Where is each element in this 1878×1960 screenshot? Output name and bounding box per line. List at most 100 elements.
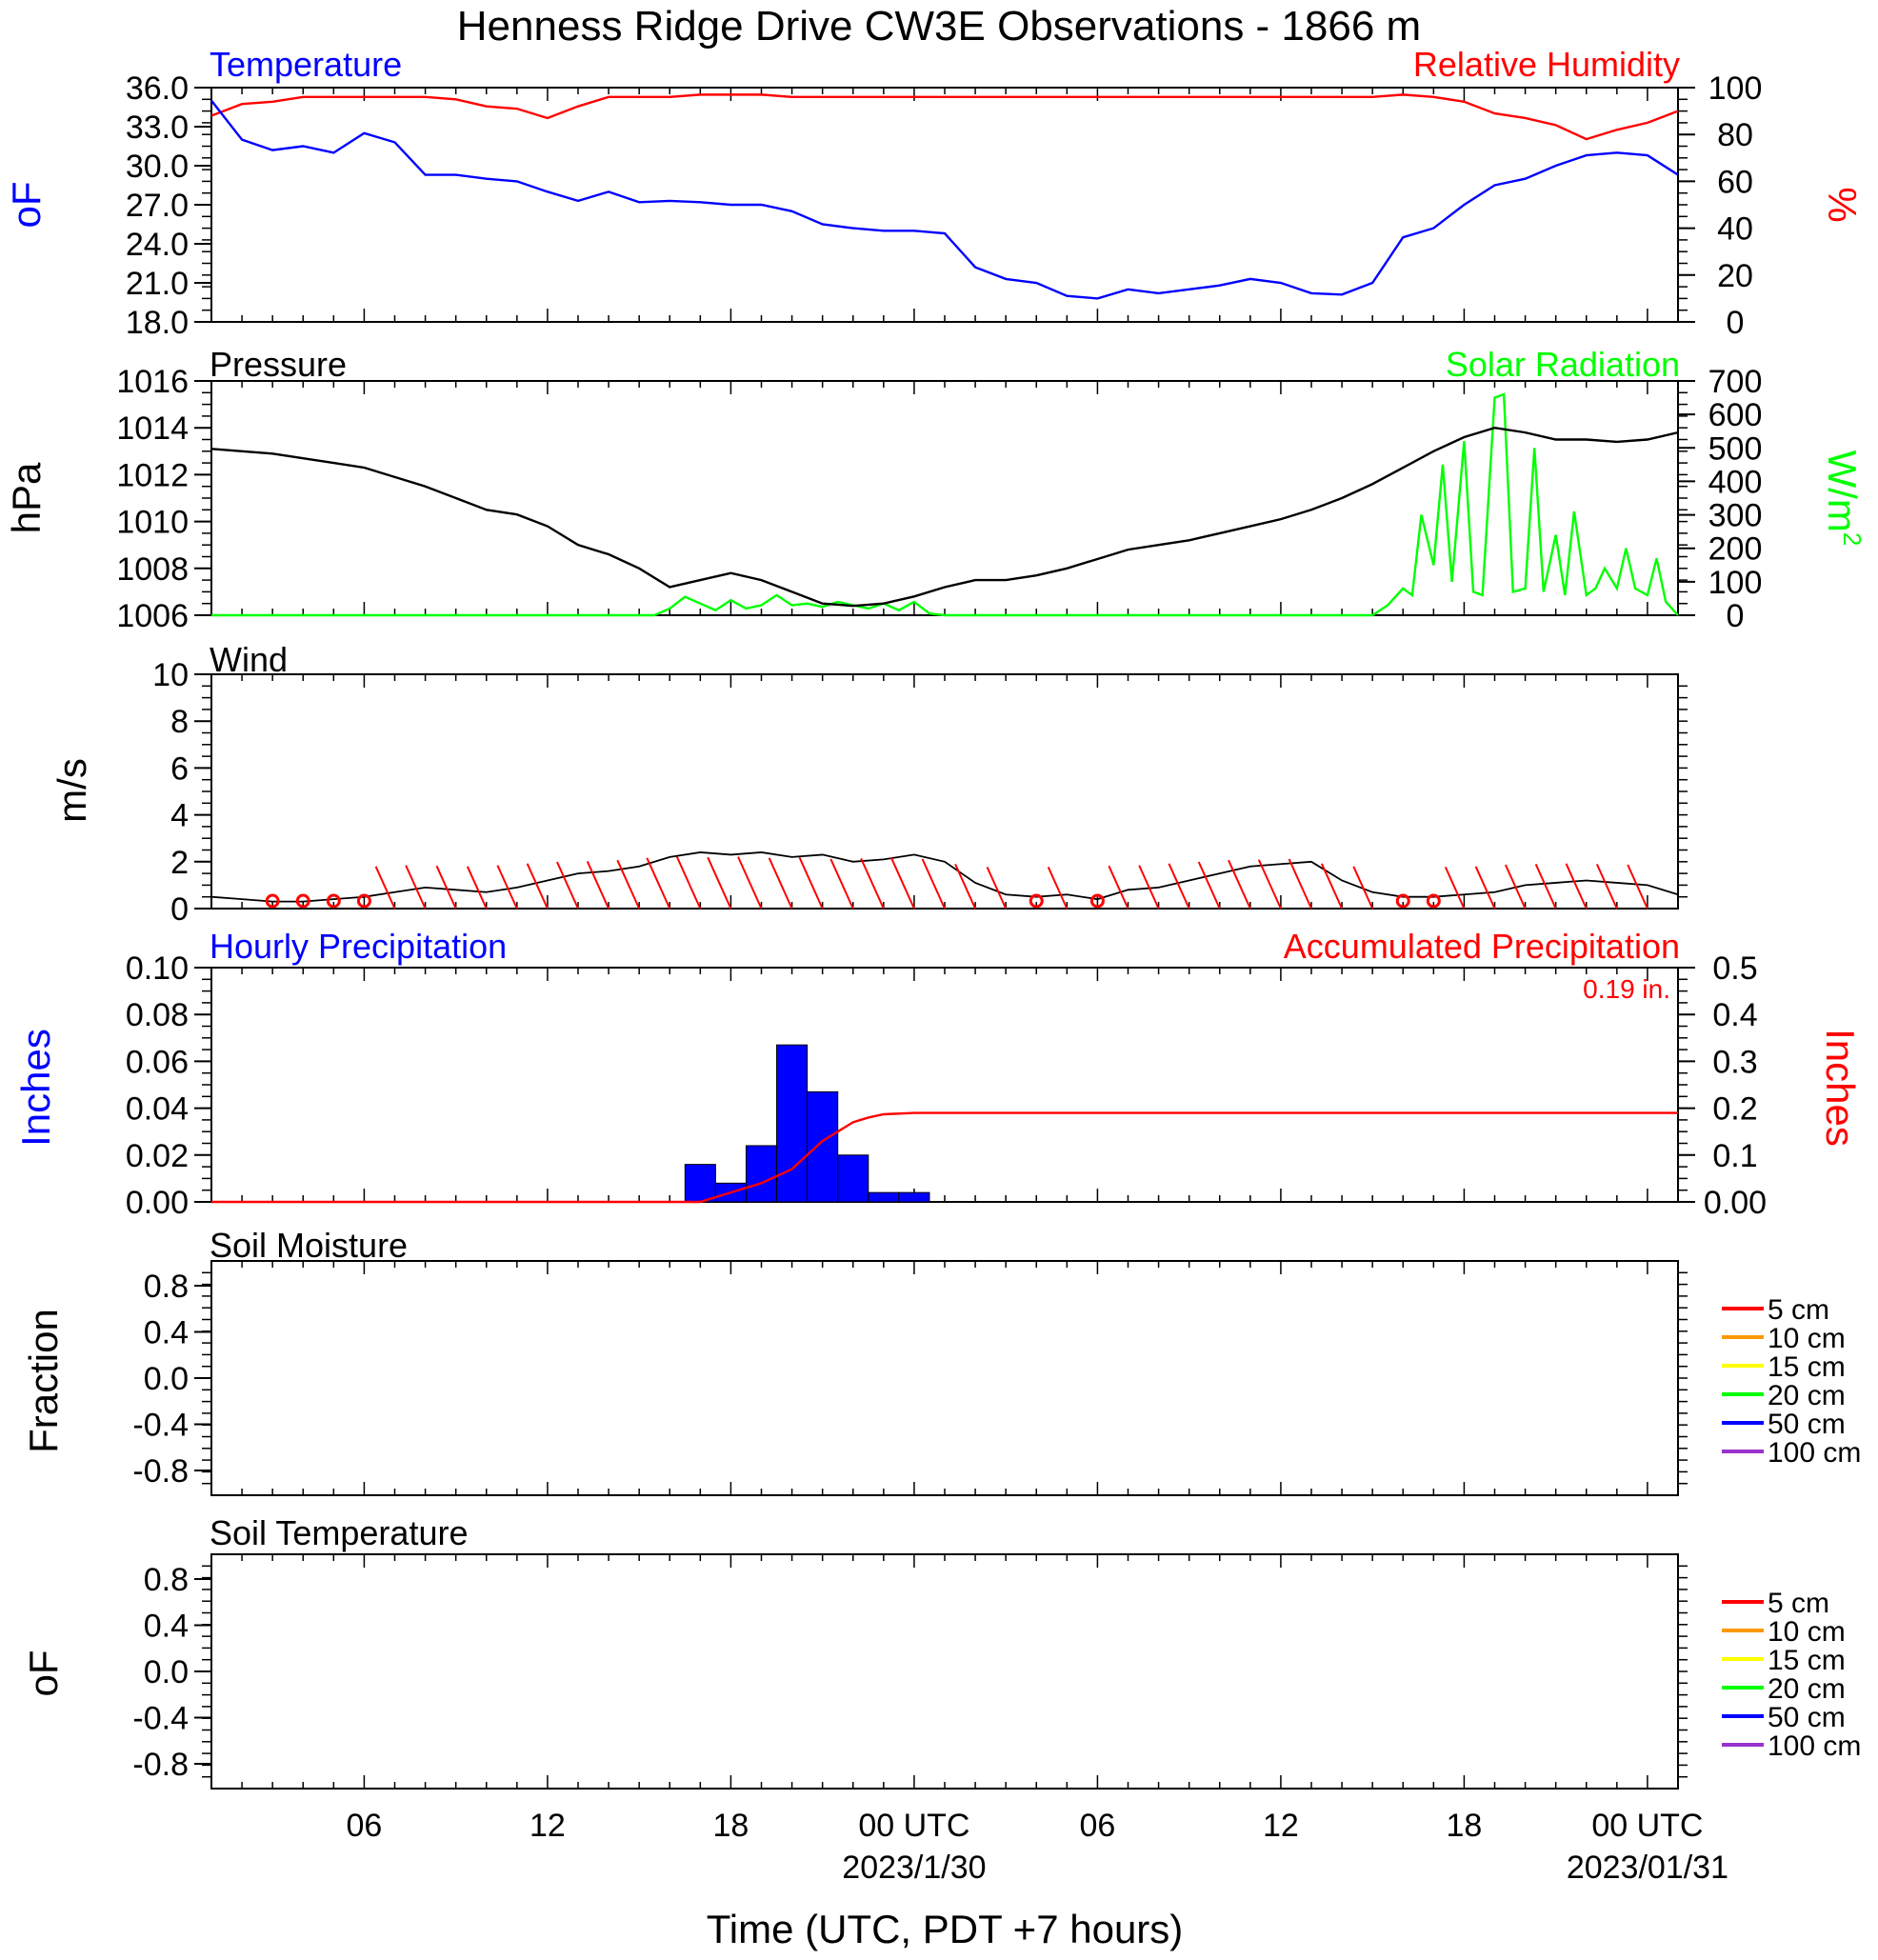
y-tick-label: 0.2 [1712, 1091, 1757, 1128]
y-tick-label: 27.0 [126, 188, 189, 224]
wind-barb [1138, 865, 1160, 910]
pressure-panel: Pressure Solar Radiation hPa W/m2 1016 10… [4, 345, 1867, 634]
y-tick-label: 10 [152, 657, 189, 693]
wind-barb [586, 860, 609, 910]
y-tick-label: 60 [1717, 164, 1753, 200]
solar-unit: W/m2 [1820, 450, 1867, 547]
accum-precip-label: Accumulated Precipitation [1284, 927, 1680, 966]
y-tick-label: 0.8 [144, 1269, 189, 1305]
soil-moisture-legend-label: 15 cm [1768, 1351, 1846, 1383]
y-tick-label: -0.4 [132, 1408, 189, 1444]
calm-wind-marker [295, 893, 310, 909]
y-tick-label: 80 [1717, 117, 1753, 153]
soil-temperature-unit: oF [21, 1650, 66, 1696]
soil-temperature-legend-label: 5 cm [1768, 1588, 1829, 1619]
precip-bar [807, 1090, 839, 1203]
wind-barb [1168, 863, 1190, 910]
y-tick-label: 300 [1708, 498, 1763, 534]
y-tick-label: 0.0 [144, 1654, 189, 1690]
calm-wind-marker [1029, 893, 1044, 909]
soil-temperature-legend-label: 100 cm [1768, 1730, 1861, 1762]
y-tick-label: 1008 [116, 551, 189, 588]
wind-barb [675, 856, 702, 910]
hourly-precip-unit: Inches [13, 1029, 58, 1147]
soil-moisture-label: Soil Moisture [210, 1226, 408, 1265]
precip-total-label: 0.19 in. [1583, 974, 1670, 1004]
wind-barb [1595, 863, 1618, 910]
y-tick-label: 40 [1717, 211, 1753, 248]
wind-barb [954, 863, 976, 910]
y-tick-label: 1010 [116, 505, 189, 541]
soil-moisture-legend-label: 5 cm [1768, 1294, 1829, 1326]
wind-unit: m/s [50, 758, 94, 823]
y-tick-label: 0 [170, 891, 189, 928]
wind-barb [1108, 865, 1129, 910]
x-axis-title: Time (UTC, PDT +7 hours) [707, 1907, 1184, 1951]
wind-barb [1504, 864, 1527, 910]
y-tick-label: 0.0 [144, 1361, 189, 1397]
precip-bar [837, 1154, 869, 1203]
wind-panel: Wind m/s 10 8 6 4 2 0 [50, 640, 1688, 928]
wind-barb [526, 863, 549, 910]
wind-barb [1565, 863, 1588, 910]
y-tick-label: 0.00 [1704, 1185, 1767, 1221]
solar-radiation-line [211, 392, 1679, 617]
pressure-frame [210, 380, 1679, 616]
y-tick-label: 1014 [116, 410, 189, 447]
y-tick-label: 1012 [116, 457, 189, 493]
wind-barb [646, 857, 671, 910]
x-tick-label: 06 [1080, 1808, 1116, 1844]
calm-wind-marker [1426, 893, 1441, 909]
wind-barb [737, 856, 763, 910]
y-tick-label: 0.4 [144, 1315, 189, 1351]
y-tick-label: 0.08 [126, 997, 189, 1033]
wind-barb [889, 856, 915, 910]
calm-wind-marker [265, 893, 280, 909]
humidity-line [210, 93, 1679, 141]
y-tick-label: 0.4 [144, 1609, 189, 1645]
soil-moisture-panel: Soil Moisture Fraction 0.8 0.4 0.0 -0.4 -0.8… [21, 1226, 1861, 1496]
wind-barb [1197, 861, 1221, 910]
wind-barb [1534, 863, 1557, 910]
wind-barb [435, 865, 457, 910]
time-axis: 06 12 18 00 UTC 06 12 18 00 UTC 2023/1/30 2023/01… [347, 1808, 1728, 1886]
y-tick-label: 33.0 [126, 110, 189, 146]
wind-barb [1627, 864, 1648, 910]
soil-moisture-legend-label: 20 cm [1768, 1380, 1846, 1411]
y-tick-label: 0 [1727, 598, 1745, 634]
wind-barb [616, 859, 641, 910]
wind-barb [1228, 859, 1251, 910]
wind-barb [374, 866, 396, 910]
solar-radiation-label: Solar Radiation [1446, 345, 1680, 384]
wind-barb [1288, 858, 1312, 910]
soil-temperature-frame [210, 1553, 1679, 1790]
y-tick-label: 700 [1708, 364, 1763, 400]
y-tick-label: 0 [1727, 305, 1745, 341]
y-tick-label: 1006 [116, 598, 189, 634]
hourly-precip-label: Hourly Precipitation [210, 927, 507, 966]
soil-temperature-legend-label: 20 cm [1768, 1673, 1846, 1705]
wind-barb [1320, 863, 1343, 910]
wind-barb [405, 865, 427, 910]
x-tick-label: 12 [529, 1808, 566, 1844]
y-tick-label: 0.02 [126, 1138, 189, 1174]
calm-wind-marker [1395, 893, 1410, 909]
y-tick-label: 20 [1717, 258, 1753, 294]
y-tick-label: 36.0 [126, 70, 189, 107]
relative-humidity-label: Relative Humidity [1413, 45, 1680, 84]
y-tick-label: 8 [170, 704, 189, 740]
precip-bar [745, 1145, 778, 1203]
y-tick-label: 0.5 [1712, 950, 1757, 987]
soil-moisture-frame [210, 1260, 1679, 1496]
x-date-label: 2023/1/30 [842, 1850, 986, 1886]
temperature-unit: oF [4, 181, 49, 228]
x-tick-label: 12 [1263, 1808, 1299, 1844]
wind-barb [860, 857, 885, 910]
y-tick-label: 30.0 [126, 149, 189, 185]
precip-bar [776, 1044, 809, 1203]
x-tick-label: 06 [347, 1808, 383, 1844]
wind-barb [768, 857, 793, 910]
y-tick-label: 21.0 [126, 266, 189, 302]
soil-moisture-legend-label: 50 cm [1768, 1409, 1846, 1440]
